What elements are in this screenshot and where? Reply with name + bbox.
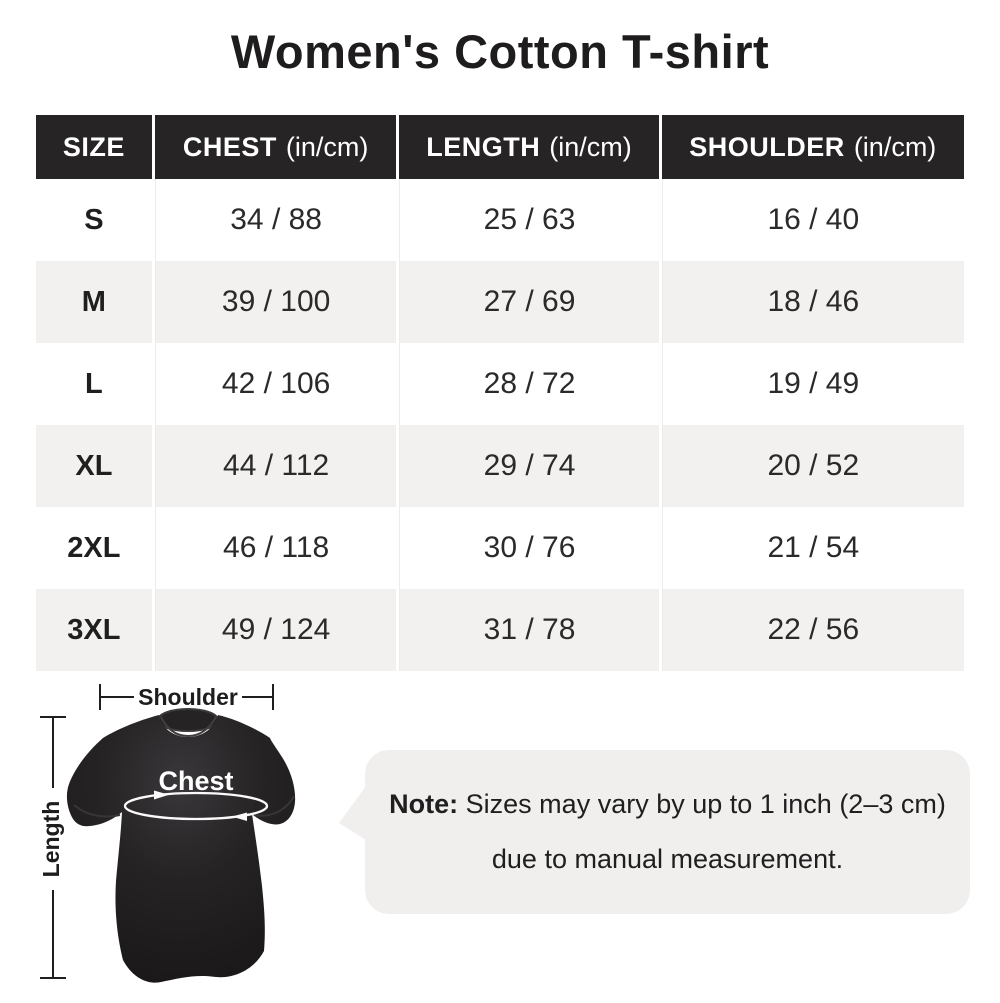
- size-label: L: [36, 343, 152, 425]
- shoulder-label: Shoulder: [138, 684, 238, 710]
- tshirt-body: [66, 715, 296, 983]
- table-row-l: L 42 / 106 28 / 72 19 / 49: [36, 343, 964, 425]
- chest-arrow-left: [232, 812, 247, 821]
- tshirt-diagram-svg: Shoulder Length Chest: [38, 684, 296, 983]
- shoulder-value: 21 / 54: [661, 507, 964, 589]
- size-label: 3XL: [36, 589, 152, 671]
- chest-measure-ellipse: [123, 791, 269, 821]
- chest-arrow-right: [154, 790, 169, 800]
- length-value: 27 / 69: [399, 261, 659, 343]
- column-header-shoulder: SHOULDER (in/cm): [661, 115, 964, 179]
- size-chart-table: SIZE CHEST (in/cm) LENGTH (in/cm) SHOULDER…: [33, 115, 967, 671]
- table-row-2xl: 2XL 46 / 118 30 / 76 21 / 54: [36, 507, 964, 589]
- length-value: 28 / 72: [399, 343, 659, 425]
- shoulder-value: 19 / 49: [661, 343, 964, 425]
- page-title: Women's Cotton T-shirt: [230, 25, 770, 78]
- note-line-2: due to manual measurement.: [491, 844, 844, 874]
- shoulder-value: 22 / 56: [661, 589, 964, 671]
- length-value: 31 / 78: [399, 589, 659, 671]
- table-row-xl: XL 44 / 112 29 / 74 20 / 52: [36, 425, 964, 507]
- table-row-m: M 39 / 100 27 / 69 18 / 46: [36, 261, 964, 343]
- shoulder-value: 16 / 40: [661, 179, 964, 261]
- length-label: Length: [38, 801, 64, 878]
- left-cuff-fold: [73, 804, 121, 818]
- table-header-row: SIZE CHEST (in/cm) LENGTH (in/cm) SHOULDER…: [36, 115, 964, 179]
- collar-seam: [160, 716, 217, 738]
- tshirt-illustration: Chest: [66, 708, 296, 983]
- length-value: 29 / 74: [399, 425, 659, 507]
- chest-value: 42 / 106: [154, 343, 397, 425]
- size-label: S: [36, 179, 152, 261]
- note-bubble: Note: Sizes may vary by up to 1 inch (2–…: [339, 750, 970, 914]
- table-row-s: S 34 / 88 25 / 63 16 / 40: [36, 179, 964, 261]
- size-label: XL: [36, 425, 152, 507]
- note-bubble-tail: [339, 786, 366, 840]
- size-label: M: [36, 261, 152, 343]
- column-header-length: LENGTH (in/cm): [399, 115, 659, 179]
- unit-label: (in/cm): [549, 131, 632, 162]
- shoulder-value: 20 / 52: [661, 425, 964, 507]
- length-measure-line: [40, 716, 66, 979]
- shoulder-measure-line: [99, 684, 274, 710]
- column-header-size: SIZE: [36, 115, 152, 179]
- shoulder-value: 18 / 46: [661, 261, 964, 343]
- chest-value: 46 / 118: [154, 507, 397, 589]
- measurement-diagram: Shoulder Length Chest: [28, 668, 338, 998]
- note-prefix: Note:: [389, 788, 459, 819]
- right-cuff-fold: [253, 795, 295, 817]
- unit-label: (in/cm): [285, 131, 369, 162]
- note-line-1: Note: Sizes may vary by up to 1 inch (2–…: [389, 789, 946, 820]
- length-value: 25 / 63: [399, 179, 659, 261]
- note-text: Sizes may vary by up to 1 inch (2–3 cm): [458, 788, 946, 819]
- chest-value: 49 / 124: [154, 589, 397, 671]
- chest-value: 34 / 88: [154, 179, 397, 261]
- column-header-chest: CHEST (in/cm): [154, 115, 397, 179]
- chest-label: Chest: [158, 766, 233, 796]
- length-value: 30 / 76: [399, 507, 659, 589]
- table-row-3xl: 3XL 49 / 124 31 / 78 22 / 56: [36, 589, 964, 671]
- chest-value: 44 / 112: [154, 425, 397, 507]
- unit-label: (in/cm): [853, 131, 937, 162]
- chest-value: 39 / 100: [154, 261, 397, 343]
- size-label: 2XL: [36, 507, 152, 589]
